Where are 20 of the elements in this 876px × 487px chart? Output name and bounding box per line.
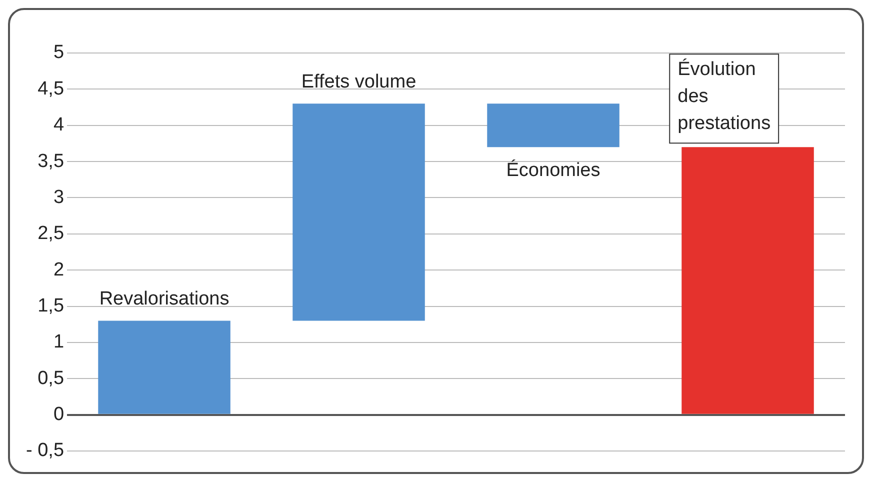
- y-tick-label: 3: [53, 186, 64, 208]
- x-tick-label: Économies: [506, 158, 600, 181]
- y-tick-label: 5: [53, 42, 64, 64]
- y-tick-label: 1: [53, 332, 64, 353]
- y-tick-label: 3,5: [38, 150, 64, 172]
- x-tick-label: Effets volume: [301, 71, 416, 92]
- y-tick-label: 0,5: [38, 368, 64, 389]
- bar: [682, 147, 814, 414]
- bar: [98, 320, 230, 414]
- y-tick-label: 1,5: [38, 296, 64, 317]
- y-tick-label: - 0,5: [26, 440, 64, 462]
- x-tick-label: Évolution des prestations: [678, 58, 771, 134]
- y-tick-label: 4: [53, 114, 64, 136]
- bar: [292, 104, 425, 321]
- x-tick-label: Revalorisations: [99, 288, 230, 310]
- y-tick-label: 4,5: [38, 78, 64, 100]
- y-tick-label: 2,5: [38, 223, 64, 244]
- bar: [487, 104, 620, 148]
- y-tick-label: 0: [53, 404, 64, 426]
- y-tick-label: 2: [53, 259, 64, 280]
